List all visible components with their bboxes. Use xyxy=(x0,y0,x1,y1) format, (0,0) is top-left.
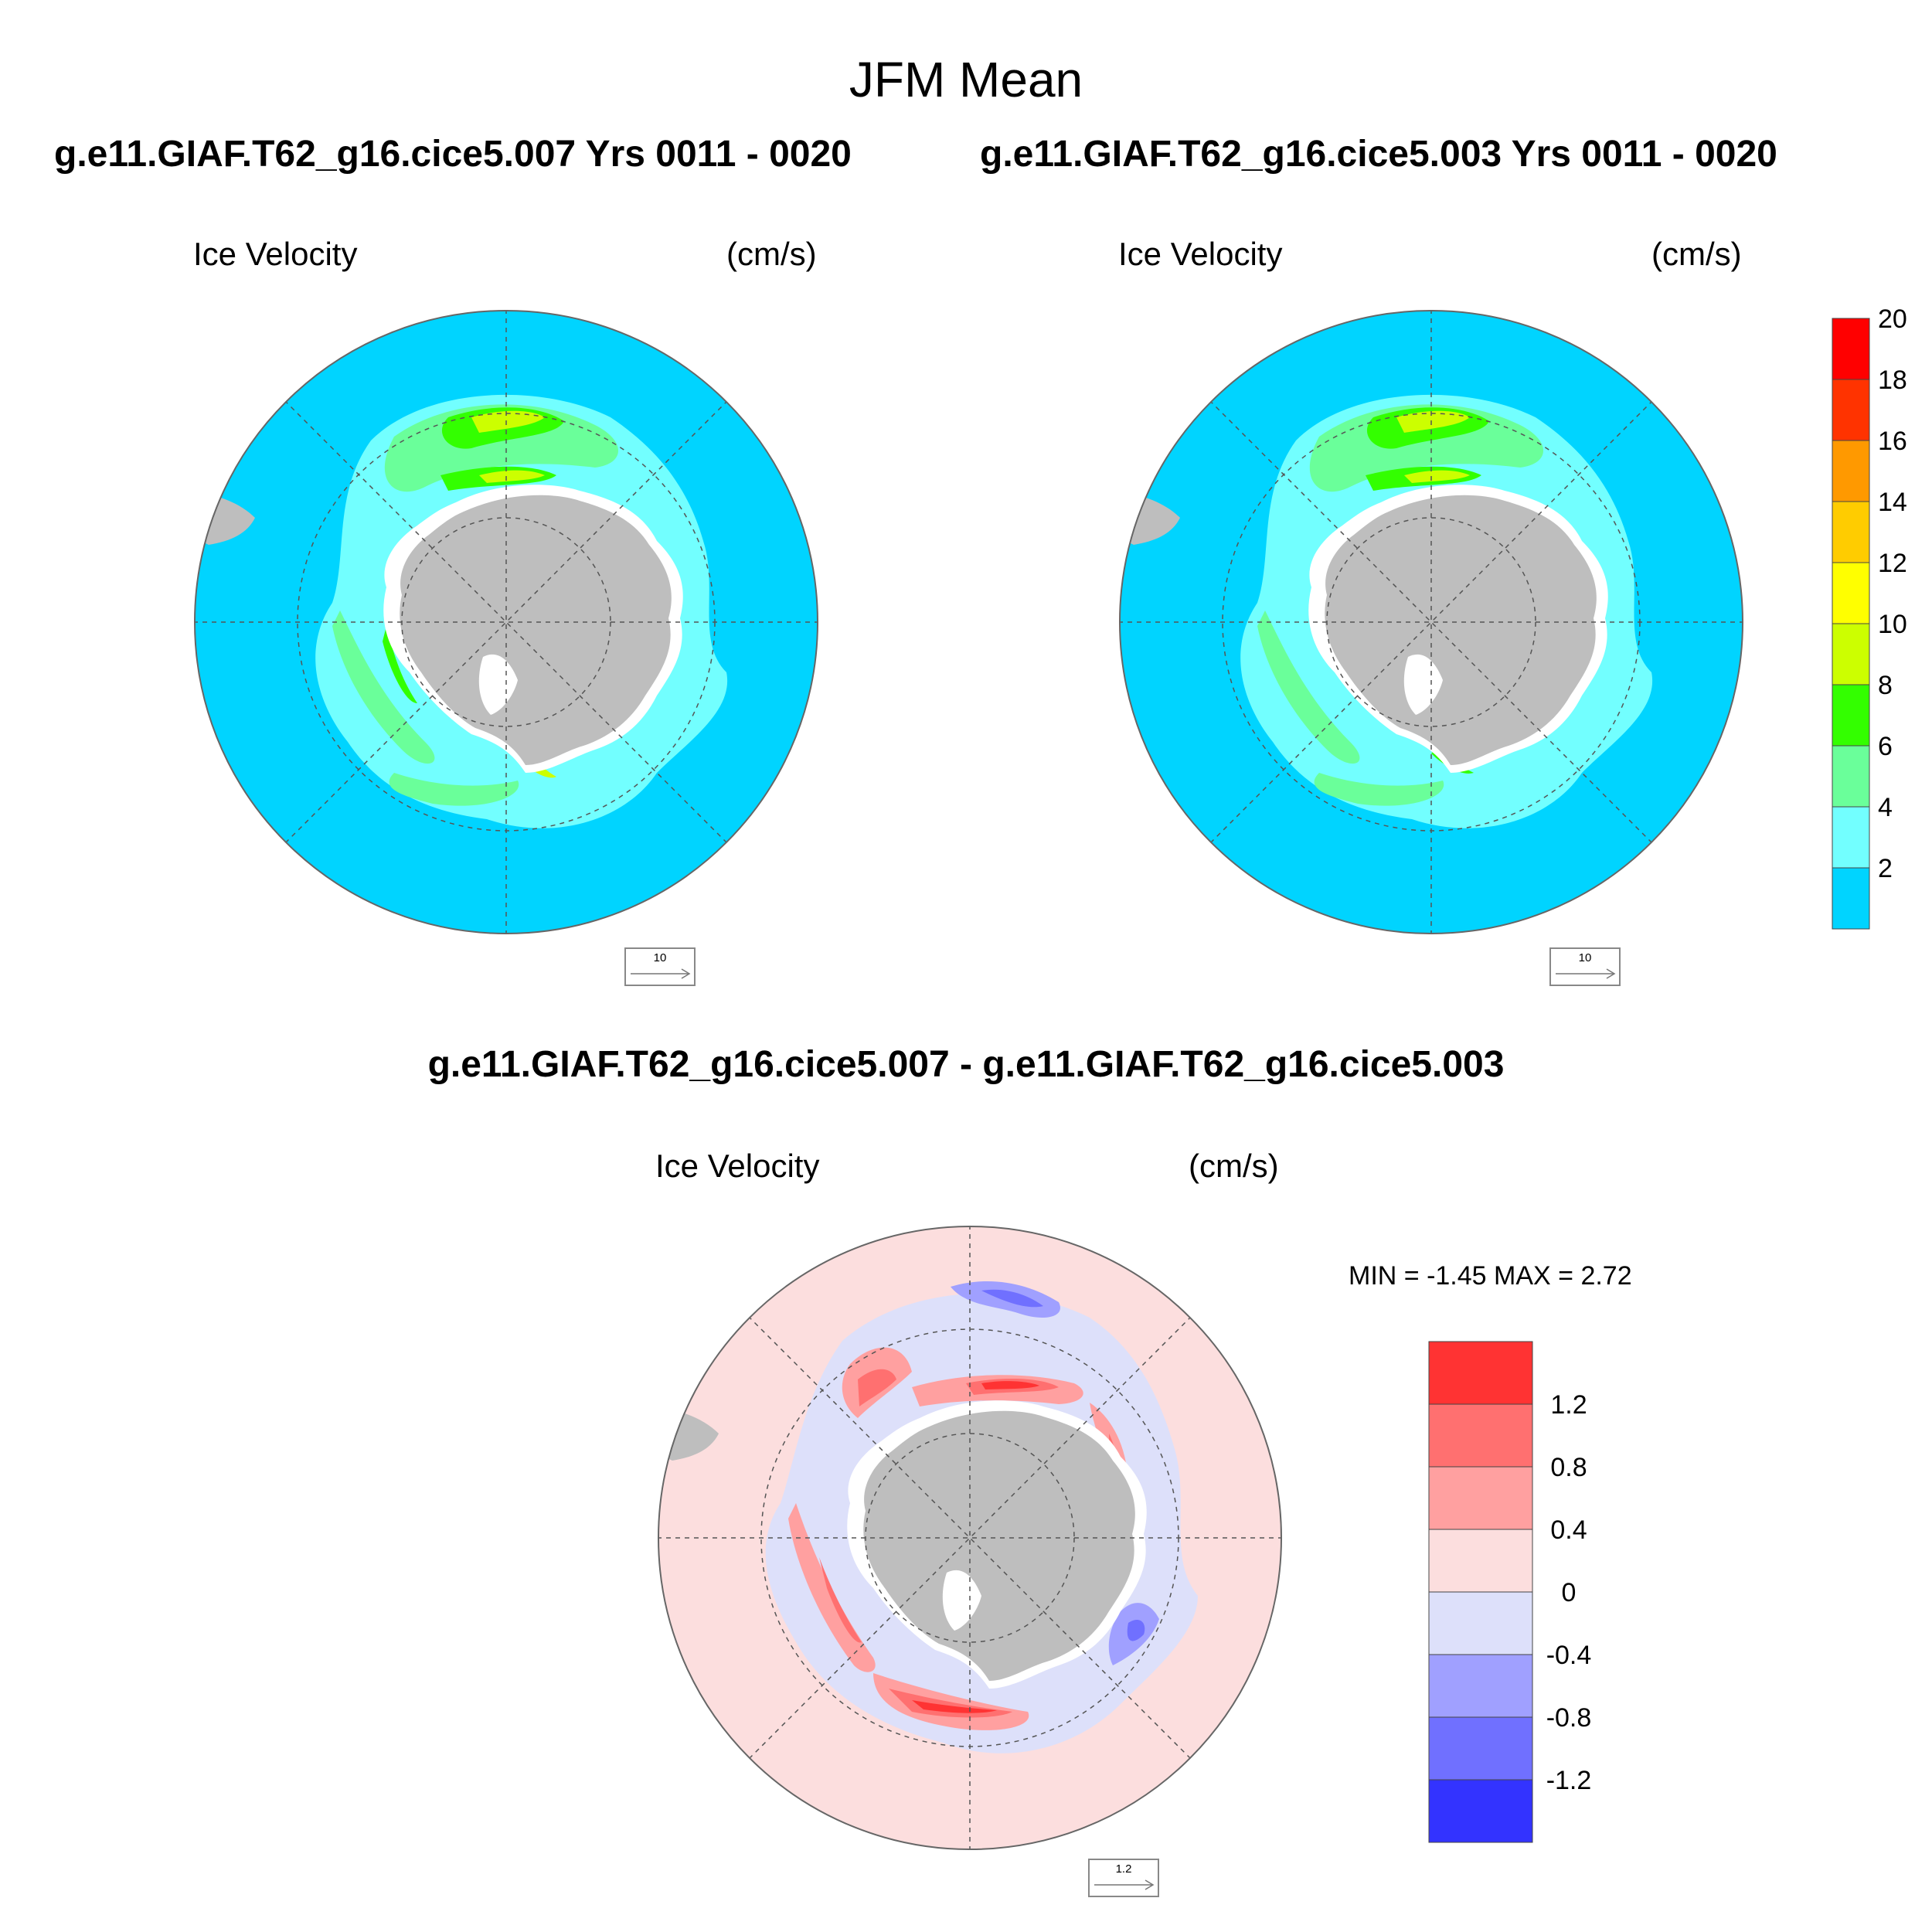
graticule xyxy=(1120,311,1743,934)
sea-ice-band-mid xyxy=(332,404,618,806)
weddell-notch xyxy=(478,654,518,715)
colorbar-swatch xyxy=(1832,562,1870,624)
reference-vector-right: 10 xyxy=(1549,947,1621,986)
graticule xyxy=(195,311,818,934)
antarctica-land xyxy=(863,1410,1135,1681)
colorbar-tick-label: 8 xyxy=(1878,671,1893,700)
colorbar-tick-label: 12 xyxy=(1878,549,1907,578)
sea-ice-core xyxy=(1396,410,1470,483)
variable-label-left: Ice Velocity xyxy=(193,236,358,272)
graticule xyxy=(658,1226,1281,1849)
sea-ice-band-mid xyxy=(1257,404,1543,806)
reference-vector-diff: 1.2 xyxy=(1088,1859,1159,1897)
colorbar-tick-label: -0.8 xyxy=(1546,1703,1592,1733)
reference-vector-label: 1.2 xyxy=(1116,1862,1132,1876)
colorbar-swatch xyxy=(1428,1341,1533,1405)
colorbar-tick-label: 4 xyxy=(1878,793,1893,822)
weddell-notch xyxy=(1403,654,1443,715)
colorbar-swatch xyxy=(1428,1591,1533,1655)
antarctica-land xyxy=(1325,495,1597,765)
map-boundary xyxy=(194,310,818,934)
colorbar-swatch xyxy=(1428,1529,1533,1593)
colorbar-tick-label: 10 xyxy=(1878,610,1907,639)
difference-title: g.e11.GIAF.T62_g16.cice5.007 - g.e11.GIA… xyxy=(427,1044,1505,1085)
colorbar-swatch xyxy=(1832,867,1870,930)
reference-vector-label: 10 xyxy=(654,951,667,964)
reference-vector-left: 10 xyxy=(624,947,696,986)
colorbar-swatch xyxy=(1428,1466,1533,1530)
colorbar-swatch xyxy=(1428,1716,1533,1781)
colorbar-tick-label: 20 xyxy=(1878,304,1907,334)
polar-map-difference xyxy=(658,1226,1282,1850)
colorbar-swatch xyxy=(1832,684,1870,747)
run-title-left: g.e11.GIAF.T62_g16.cice5.007 Yrs 0011 - … xyxy=(54,134,852,175)
colorbar-swatch xyxy=(1428,1403,1533,1468)
units-label-diff: (cm/s) xyxy=(1189,1148,1279,1184)
colorbar-swatch xyxy=(1832,623,1870,685)
variable-label-diff: Ice Velocity xyxy=(655,1148,820,1184)
map-boundary xyxy=(658,1226,1282,1850)
sea-ice-band-fast xyxy=(383,407,564,703)
colorbar-tick-label: 6 xyxy=(1878,732,1893,761)
polar-map-right xyxy=(1119,310,1743,934)
figure-title: JFM Mean xyxy=(849,52,1083,107)
colorbar-tick-label: 1.2 xyxy=(1550,1390,1587,1420)
units-label-right: (cm/s) xyxy=(1651,236,1742,272)
variable-label-right: Ice Velocity xyxy=(1118,236,1283,272)
colorbar-difference: 1.2 0.8 0.4 0 -0.4 -0.8 -1.2 xyxy=(1428,1341,1592,1843)
colorbar-swatch xyxy=(1428,1779,1533,1843)
polar-map-left xyxy=(194,310,818,934)
colorbar-swatch xyxy=(1832,379,1870,441)
colorbar-absolute: 2 4 6 8 10 12 14 16 18 20 xyxy=(1832,304,1907,930)
colorbar-tick-label: -1.2 xyxy=(1546,1766,1592,1795)
colorbar-swatch xyxy=(1832,501,1870,563)
run-title-right: g.e11.GIAF.T62_g16.cice5.003 Yrs 0011 - … xyxy=(980,134,1777,175)
colorbar-swatch xyxy=(1832,745,1870,808)
colorbar-tick-label: 0 xyxy=(1562,1578,1577,1607)
antarctica-land xyxy=(400,495,672,765)
colorbar-tick-label: -0.4 xyxy=(1546,1641,1592,1670)
map-boundary xyxy=(1119,310,1743,934)
colorbar-swatch xyxy=(1428,1654,1533,1718)
colorbar-tick-label: 2 xyxy=(1878,854,1893,883)
min-max-label: MIN = -1.45 MAX = 2.72 xyxy=(1349,1261,1632,1291)
colorbar-tick-label: 0.8 xyxy=(1550,1453,1587,1482)
weddell-notch xyxy=(942,1570,981,1631)
colorbar-tick-label: 14 xyxy=(1878,488,1907,517)
colorbar-swatch xyxy=(1832,440,1870,502)
colorbar-swatch xyxy=(1832,806,1870,869)
colorbar-tick-label: 16 xyxy=(1878,427,1907,456)
colorbar-tick-label: 0.4 xyxy=(1550,1515,1587,1545)
colorbar-swatch xyxy=(1832,318,1870,380)
units-label-left: (cm/s) xyxy=(726,236,817,272)
colorbar-tick-label: 18 xyxy=(1878,366,1907,395)
reference-vector-label: 10 xyxy=(1579,951,1592,964)
